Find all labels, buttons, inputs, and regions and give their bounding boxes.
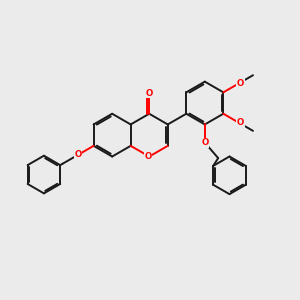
Text: O: O <box>74 150 82 159</box>
Text: O: O <box>237 118 244 127</box>
Text: O: O <box>201 138 208 147</box>
Text: O: O <box>144 152 152 161</box>
Text: O: O <box>237 79 244 88</box>
Text: O: O <box>146 89 153 98</box>
